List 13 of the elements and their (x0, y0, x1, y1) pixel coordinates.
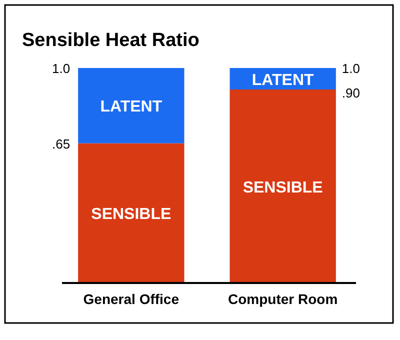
y-tick-label: .65 (52, 136, 70, 152)
x-tick-label: General Office (83, 291, 180, 307)
bar (78, 143, 184, 283)
x-tick-label: Computer Room (228, 291, 338, 307)
bar (230, 90, 336, 283)
y2-tick-label: 1.0 (342, 61, 360, 76)
y2-tick-label: .90 (342, 86, 360, 100)
bar (78, 68, 184, 144)
text: SENSIBLE (242, 179, 323, 196)
chart-title: Sensible Heat Ratio (22, 30, 200, 51)
text: LATENT (100, 98, 162, 116)
series-label: LATENT (252, 72, 314, 89)
series-label: SENSIBLE (91, 206, 172, 224)
